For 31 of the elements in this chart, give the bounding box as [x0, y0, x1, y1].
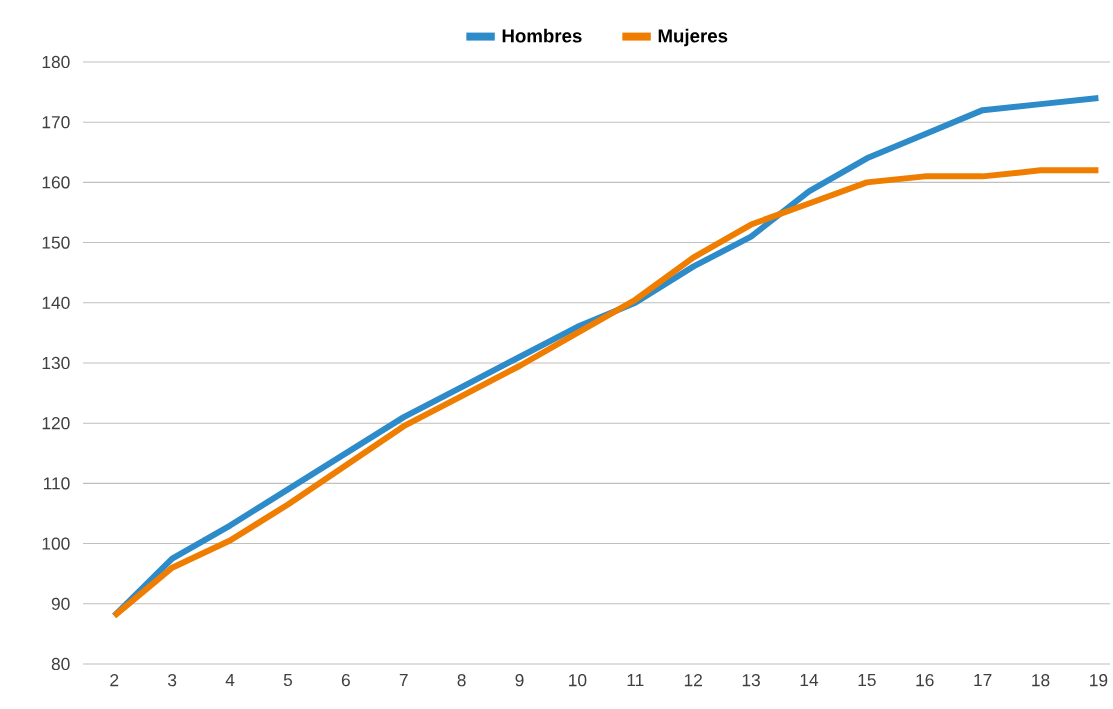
- x-tick-label: 4: [225, 674, 235, 686]
- x-tick-label: 15: [858, 674, 876, 687]
- x-tick-label: 2: [110, 674, 119, 687]
- x-tick-label: 7: [399, 674, 408, 686]
- y-tick-label: 150: [42, 236, 70, 249]
- y-tick-label: 100: [42, 537, 70, 550]
- x-tick-label: 16: [916, 674, 934, 687]
- x-tick-label: 12: [684, 674, 702, 687]
- x-tick-label: 3: [168, 674, 177, 687]
- y-tick-label: 160: [42, 176, 70, 189]
- y-tick-label: 90: [51, 597, 70, 610]
- x-tick-label: 9: [515, 674, 524, 687]
- y-tick-label: 130: [42, 356, 70, 370]
- x-tick-label: 8: [457, 674, 466, 687]
- x-tick-label: 17: [974, 674, 992, 686]
- y-tick-label: 110: [43, 477, 70, 490]
- x-tick-label: 10: [569, 674, 587, 687]
- y-tick-label: 80: [51, 657, 70, 671]
- y-tick-label: 140: [42, 296, 70, 309]
- x-tick-label: 14: [800, 674, 819, 686]
- x-tick-label: 6: [341, 674, 350, 687]
- legend-label: Hombres: [502, 28, 582, 43]
- y-tick-label: 120: [42, 417, 70, 430]
- x-tick-label: 11: [627, 674, 644, 686]
- legend-label: Mujeres: [658, 28, 728, 47]
- y-tick-label: 180: [42, 55, 70, 69]
- y-tick-label: 170: [42, 116, 70, 129]
- x-tick-label: 5: [283, 674, 293, 687]
- x-tick-label: 13: [742, 674, 760, 687]
- x-tick-label: 19: [1090, 674, 1108, 687]
- x-tick-label: 18: [1032, 674, 1050, 687]
